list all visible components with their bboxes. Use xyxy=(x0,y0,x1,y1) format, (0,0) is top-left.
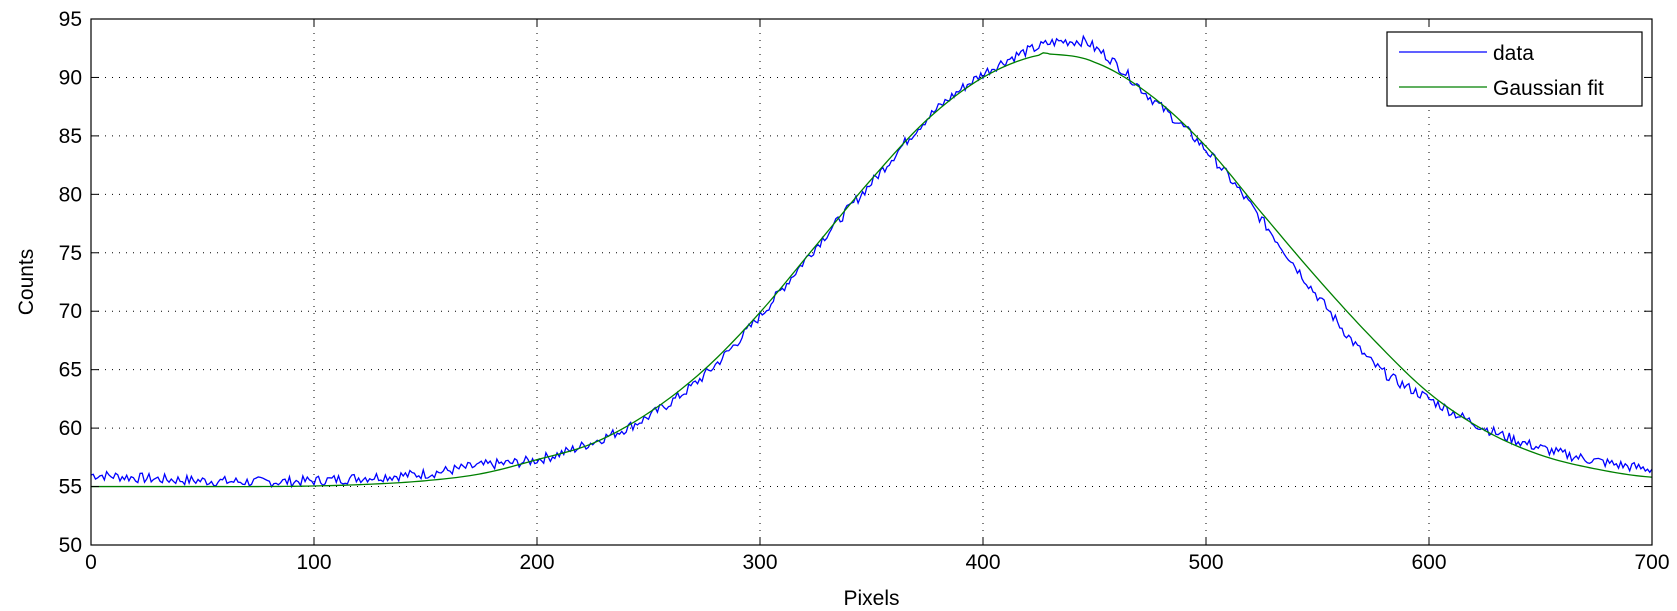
x-tick-label: 500 xyxy=(1188,551,1223,574)
y-tick-label: 85 xyxy=(59,125,82,148)
ticks xyxy=(90,18,1653,546)
legend-box xyxy=(1386,31,1643,107)
series-line-data xyxy=(90,34,1653,489)
plot-frame xyxy=(90,18,1653,546)
x-tick-label: 700 xyxy=(1634,551,1669,574)
tick-labels: 0 100 200 300 400 500 600 700 50 55 60 65 70 75 80 85 90… xyxy=(59,8,1670,574)
y-axis-label: Counts xyxy=(15,249,38,316)
y-tick-label: 65 xyxy=(59,359,82,382)
x-tick-label: 200 xyxy=(519,551,554,574)
y-tick-label: 50 xyxy=(59,534,82,557)
y-tick-label: 60 xyxy=(59,417,82,440)
y-tick-label: 55 xyxy=(59,476,82,499)
y-tick-label: 90 xyxy=(59,66,82,89)
y-tick-label: 95 xyxy=(59,8,82,31)
x-axis-label: Pixels xyxy=(843,587,899,610)
x-tick-label: 600 xyxy=(1411,551,1446,574)
y-tick-label: 75 xyxy=(59,242,82,265)
x-tick-label: 0 xyxy=(85,551,97,574)
x-tick-label: 400 xyxy=(965,551,1000,574)
y-tick-label: 80 xyxy=(59,183,82,206)
legend: data Gaussian fit xyxy=(1386,31,1643,107)
series-layer xyxy=(90,34,1653,489)
x-tick-label: 300 xyxy=(742,551,777,574)
series-line-gaussian-fit xyxy=(91,52,1653,488)
plot-background xyxy=(91,19,1652,545)
y-tick-label: 70 xyxy=(59,300,82,323)
legend-label: data xyxy=(1493,42,1534,65)
legend-label: Gaussian fit xyxy=(1493,77,1604,100)
x-tick-label: 100 xyxy=(296,551,331,574)
